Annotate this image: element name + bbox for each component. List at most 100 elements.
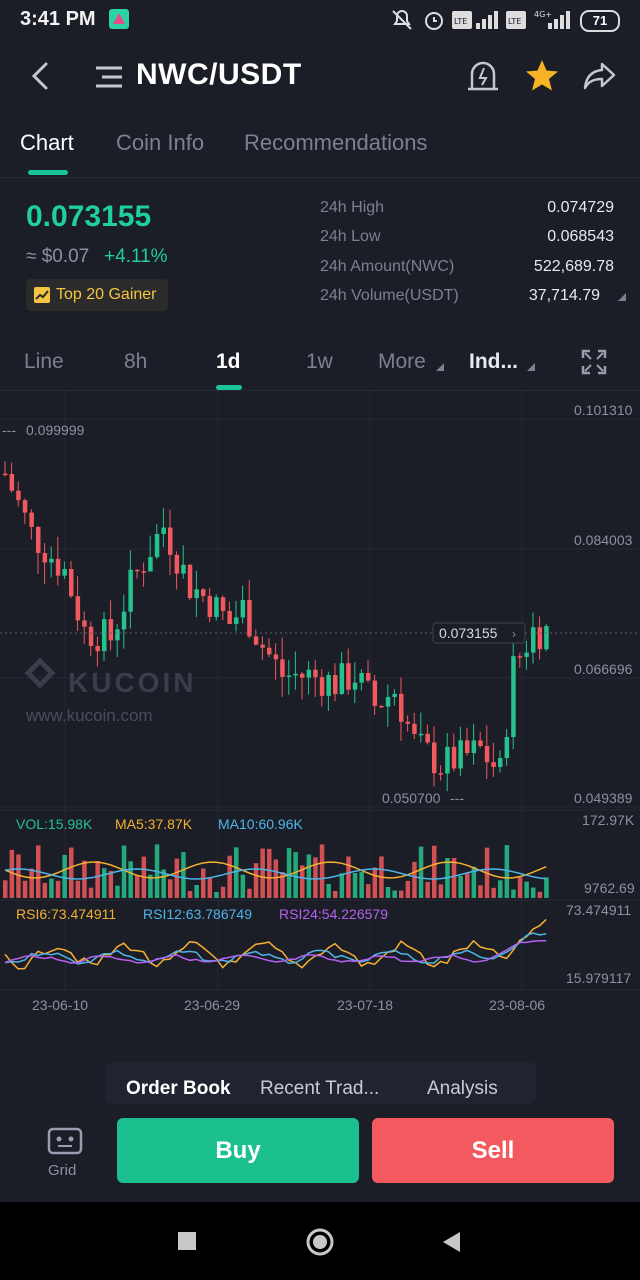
- volume-bar: [339, 873, 345, 898]
- volume-axis-max: 172.97K: [582, 812, 635, 828]
- volume-bar: [418, 846, 424, 898]
- price-axis-label: 0.084003: [574, 532, 633, 548]
- candle-body: [201, 589, 206, 596]
- volume-bar: [458, 875, 463, 898]
- candle-body: [135, 569, 140, 572]
- candle-body: [445, 746, 450, 774]
- buy-button[interactable]: Buy: [117, 1118, 359, 1183]
- price-alert-icon[interactable]: [466, 58, 500, 94]
- volume-bar: [267, 848, 272, 898]
- tab-order-book[interactable]: Order Book: [126, 1078, 231, 1099]
- battery-icon: 71: [580, 10, 620, 32]
- candle-body: [293, 673, 298, 676]
- candle-body: [187, 564, 193, 599]
- stat-value-high: 0.074729: [547, 199, 614, 216]
- price-chart[interactable]: KUCOIN www.kucoin.com 0.101310 0.084003 …: [0, 390, 640, 1020]
- grid-label[interactable]: Grid: [48, 1162, 77, 1179]
- volume-bar: [69, 847, 74, 898]
- recent-apps-icon[interactable]: [178, 1232, 196, 1250]
- candle-body: [220, 597, 226, 611]
- top-gainer-badge[interactable]: Top 20 Gainer: [26, 279, 168, 311]
- pair-list-icon[interactable]: [94, 64, 124, 90]
- candle-body: [484, 746, 490, 763]
- time-axis-label: 23-06-29: [184, 997, 240, 1013]
- candle-body: [412, 723, 417, 734]
- watermark-url: www.kucoin.com: [25, 706, 153, 725]
- rsi24-legend: RSI24:54.226579: [279, 906, 388, 922]
- ma10-line: [4, 868, 547, 880]
- candle-body: [471, 740, 477, 753]
- volume-bar: [194, 885, 199, 898]
- volume-bar: [207, 877, 213, 898]
- home-icon[interactable]: [305, 1227, 335, 1257]
- sell-button[interactable]: Sell: [372, 1118, 614, 1183]
- rsi6-line: [4, 918, 547, 970]
- volume-bar: [326, 883, 331, 898]
- volume-bar: [181, 852, 186, 898]
- indicators-dropdown-icon: [527, 363, 535, 371]
- stat-value-amount: 522,689.78: [533, 258, 614, 275]
- rsi-axis-min: 15.979117: [566, 970, 631, 986]
- interval-1w[interactable]: 1w: [306, 350, 333, 373]
- volume-bar: [478, 885, 483, 898]
- volume-bar: [504, 845, 510, 898]
- candle-body: [498, 758, 503, 767]
- stat-label-amount: 24h Amount(NWC): [320, 258, 455, 275]
- candle-body: [9, 473, 15, 491]
- candle-body: [346, 663, 351, 690]
- candle-body: [240, 600, 246, 618]
- volume-bar: [168, 879, 173, 898]
- candle-body: [69, 569, 74, 597]
- indicators-menu[interactable]: Ind...: [469, 350, 518, 373]
- interval-8h[interactable]: 8h: [124, 350, 148, 373]
- candle-body: [29, 512, 34, 527]
- fullscreen-icon[interactable]: [581, 349, 607, 375]
- volume-bar: [42, 882, 48, 898]
- candle-body: [148, 557, 153, 572]
- back-nav-icon[interactable]: [440, 1230, 462, 1254]
- volume-bar: [227, 855, 232, 898]
- volume-bar: [306, 854, 312, 898]
- low-marker-label: 0.050700: [382, 790, 441, 806]
- favorite-star-icon[interactable]: [524, 58, 560, 94]
- volume-bar: [372, 867, 378, 898]
- volume-bar: [537, 891, 543, 898]
- kucoin-watermark: KUCOIN www.kucoin.com: [24, 657, 193, 725]
- volume-bar: [95, 860, 100, 898]
- pair-title[interactable]: NWC/USDT: [136, 58, 302, 91]
- volume-bar: [286, 848, 292, 898]
- divider: [0, 390, 640, 391]
- tab-recent-trades[interactable]: Recent Trad...: [260, 1078, 380, 1099]
- volume-bar: [544, 877, 549, 898]
- tab-chart[interactable]: Chart: [20, 130, 74, 155]
- volume-bar: [234, 847, 239, 898]
- candle-body: [300, 673, 305, 678]
- candle-body: [359, 673, 364, 683]
- candle-body: [511, 656, 516, 738]
- candle-body: [438, 773, 444, 775]
- candle-body: [458, 740, 463, 769]
- volume-bar: [293, 852, 298, 898]
- candle-body: [141, 571, 147, 573]
- current-price-tag: [432, 622, 526, 644]
- candle-body: [379, 705, 384, 708]
- time-axis-label: 23-06-10: [32, 997, 88, 1013]
- share-icon[interactable]: [582, 60, 618, 92]
- back-arrow-icon[interactable]: [28, 60, 52, 92]
- tab-analysis[interactable]: Analysis: [427, 1078, 498, 1099]
- tab-recommendations[interactable]: Recommendations: [244, 130, 428, 155]
- candle-body: [115, 629, 120, 641]
- tab-coin-info[interactable]: Coin Info: [116, 130, 205, 155]
- candle-body: [405, 721, 411, 724]
- candle-body: [524, 652, 529, 657]
- interval-line[interactable]: Line: [24, 350, 64, 373]
- volume-bar: [240, 874, 246, 898]
- volume-bar: [498, 880, 503, 898]
- candle-body: [339, 663, 345, 695]
- interval-more[interactable]: More: [378, 350, 426, 373]
- interval-1d[interactable]: 1d: [216, 350, 241, 373]
- candle-body: [36, 526, 41, 553]
- volume-dropdown-icon[interactable]: [617, 292, 627, 302]
- candle-body: [55, 558, 61, 576]
- grid-bot-icon[interactable]: [46, 1126, 84, 1156]
